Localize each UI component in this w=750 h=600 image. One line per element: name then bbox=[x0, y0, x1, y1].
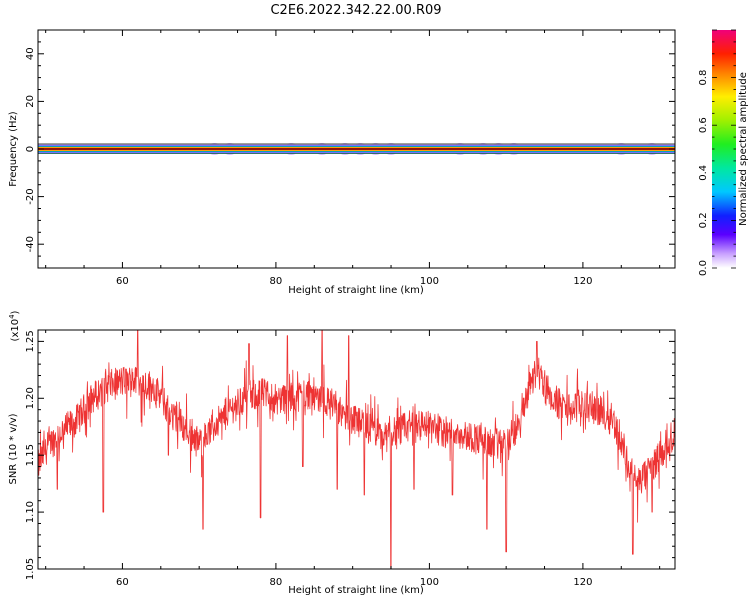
snr-exponent-label: (x104) bbox=[8, 310, 21, 341]
snr-exponent-power: 4 bbox=[8, 314, 16, 319]
snr-y-tick-label: 1.25 bbox=[25, 330, 36, 352]
colorbar-label: Normalized spectral amplitude bbox=[738, 72, 749, 226]
heatmap-y-tick-label: 40 bbox=[25, 47, 36, 60]
figure-title: C2E6.2022.342.22.00.R09 bbox=[270, 3, 441, 18]
heatmap-y-ticks: -40 -20 0 20 40 bbox=[25, 29, 675, 269]
snr-frame bbox=[37, 329, 676, 570]
snr-y-tick-label: 1.10 bbox=[25, 501, 36, 523]
snr-y-ticks: 1.05 1.10 1.15 1.20 1.25 bbox=[25, 329, 675, 580]
snr-x-axis-label: Height of straight line (km) bbox=[288, 585, 424, 596]
heatmap-y-axis-label: Frequency (Hz) bbox=[8, 111, 19, 187]
heatmap-content bbox=[38, 143, 675, 155]
heatmap-y-tick-label: 20 bbox=[25, 95, 36, 108]
snr-y-tick-label: 1.15 bbox=[25, 444, 36, 466]
snr-x-tick-label: 80 bbox=[270, 577, 283, 588]
snr-content bbox=[38, 330, 675, 569]
snr-series-line bbox=[38, 330, 675, 569]
heatmap-panel: 60 80 100 120 -40 -20 0 20 40 Height of straigh… bbox=[8, 29, 676, 296]
colorbar-tick-label: 0.6 bbox=[698, 117, 709, 133]
snr-exponent-close: ) bbox=[10, 310, 21, 314]
heatmap-spectral-band bbox=[38, 148, 675, 150]
snr-y-tick-label: 1.20 bbox=[25, 387, 36, 409]
heatmap-y-tick-label: -20 bbox=[25, 188, 36, 204]
snr-x-tick-label: 60 bbox=[116, 577, 129, 588]
snr-y-axis-label: SNR (10 * v/v) bbox=[8, 413, 19, 484]
colorbar-ticks: 0.0 0.2 0.4 0.6 0.8 bbox=[698, 29, 736, 276]
colorbar: 0.0 0.2 0.4 0.6 0.8 Normalized spectral ampl… bbox=[698, 29, 749, 276]
colorbar-tick-label: 0.2 bbox=[698, 212, 709, 228]
snr-y-tick-label: 1.05 bbox=[25, 558, 36, 580]
snr-panel: 60 80 100 120 1.05 1.10 1.15 1.20 1.25 Height o… bbox=[8, 310, 676, 596]
snr-x-tick-label: 120 bbox=[573, 577, 592, 588]
heatmap-y-tick-label: 0 bbox=[25, 146, 36, 152]
colorbar-tick-label: 0.4 bbox=[698, 165, 709, 181]
heatmap-x-axis-label: Height of straight line (km) bbox=[288, 285, 424, 296]
snr-x-ticks: 60 80 100 120 bbox=[45, 330, 661, 588]
snr-exponent-base: (x10 bbox=[10, 319, 21, 342]
colorbar-gradient bbox=[712, 30, 736, 268]
heatmap-x-tick-label: 120 bbox=[573, 276, 592, 287]
heatmap-y-tick-label: -40 bbox=[25, 236, 36, 252]
heatmap-x-tick-label: 80 bbox=[270, 276, 283, 287]
snr-x-tick-label: 100 bbox=[420, 577, 439, 588]
colorbar-tick-label: 0.8 bbox=[698, 70, 709, 86]
colorbar-tick-label: 0.0 bbox=[698, 260, 709, 276]
heatmap-x-tick-label: 100 bbox=[420, 276, 439, 287]
heatmap-x-ticks: 60 80 100 120 bbox=[45, 30, 661, 287]
heatmap-x-tick-label: 60 bbox=[116, 276, 129, 287]
